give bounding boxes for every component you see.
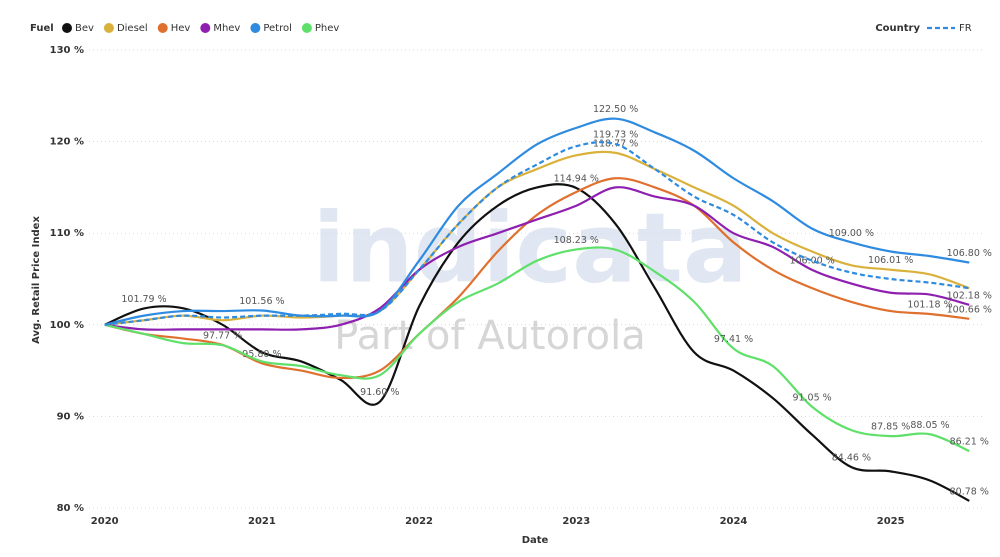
x-tick-label: 2024 bbox=[720, 516, 748, 527]
data-label: 114.94 % bbox=[554, 173, 599, 184]
y-axis-title: Avg. Retail Price Index bbox=[31, 216, 42, 344]
series-line bbox=[104, 141, 970, 326]
legend-label: FR bbox=[959, 23, 972, 34]
data-label: 106.00 % bbox=[789, 255, 834, 266]
x-tick-label: 2020 bbox=[91, 516, 119, 527]
series-line bbox=[104, 186, 970, 331]
watermark: indicata bbox=[312, 192, 747, 304]
data-label: 86.21 % bbox=[950, 437, 989, 448]
data-label: 84.46 % bbox=[832, 453, 871, 464]
x-axis-title: Date bbox=[522, 535, 549, 546]
data-label: 95.80 % bbox=[242, 349, 281, 360]
data-label: 101.18 % bbox=[907, 299, 952, 310]
data-label: 102.18 % bbox=[947, 290, 992, 301]
data-label: 101.79 % bbox=[121, 294, 166, 305]
legend-marker bbox=[157, 23, 168, 33]
data-label: 106.01 % bbox=[868, 255, 913, 266]
data-label: 97.41 % bbox=[714, 334, 753, 345]
x-tick-label: 2025 bbox=[877, 516, 905, 527]
series-line bbox=[104, 177, 970, 380]
data-label: 122.50 % bbox=[593, 104, 638, 115]
legend-marker bbox=[200, 23, 211, 33]
y-tick-label: 80 % bbox=[57, 503, 84, 514]
legend-label: Hev bbox=[171, 23, 191, 34]
legend-label: Bev bbox=[75, 23, 94, 34]
y-tick-label: 100 % bbox=[50, 320, 84, 331]
data-label: 106.80 % bbox=[947, 248, 992, 259]
data-label: 101.56 % bbox=[239, 296, 284, 307]
legend-marker bbox=[250, 23, 261, 33]
x-tick-label: 2021 bbox=[248, 516, 276, 527]
data-label: 88.05 % bbox=[910, 420, 949, 431]
series-line bbox=[104, 246, 970, 453]
legend-label: Diesel bbox=[117, 23, 148, 34]
x-tick-label: 2022 bbox=[405, 516, 433, 527]
y-tick-label: 110 % bbox=[50, 228, 84, 239]
series-line bbox=[104, 183, 970, 502]
legend-marker bbox=[103, 23, 114, 33]
legend-title: Fuel bbox=[30, 23, 54, 34]
data-label: 91.05 % bbox=[792, 392, 831, 403]
country-legend-title: Country bbox=[875, 23, 920, 34]
data-label: 91.60 % bbox=[360, 387, 399, 398]
legend-label: Mhev bbox=[213, 23, 240, 34]
data-label: 100.66 % bbox=[947, 304, 992, 315]
y-tick-label: 120 % bbox=[50, 137, 84, 148]
x-tick-label: 2023 bbox=[562, 516, 590, 527]
legend-label: Phev bbox=[315, 23, 340, 34]
data-label: 119.73 % bbox=[593, 130, 638, 141]
data-label: 80.78 % bbox=[950, 486, 989, 497]
y-tick-label: 130 % bbox=[50, 45, 84, 56]
legend-marker bbox=[301, 23, 312, 33]
series-line bbox=[104, 117, 970, 326]
data-label: 87.85 % bbox=[871, 422, 910, 433]
legend-label: Petrol bbox=[263, 23, 292, 34]
data-label: 109.00 % bbox=[829, 228, 874, 239]
legend-marker bbox=[62, 23, 72, 33]
watermark-sub: Part of Autorola bbox=[334, 313, 645, 359]
y-tick-label: 90 % bbox=[57, 411, 84, 422]
data-label: 97.77 % bbox=[203, 331, 242, 342]
data-label: 108.23 % bbox=[554, 235, 599, 246]
